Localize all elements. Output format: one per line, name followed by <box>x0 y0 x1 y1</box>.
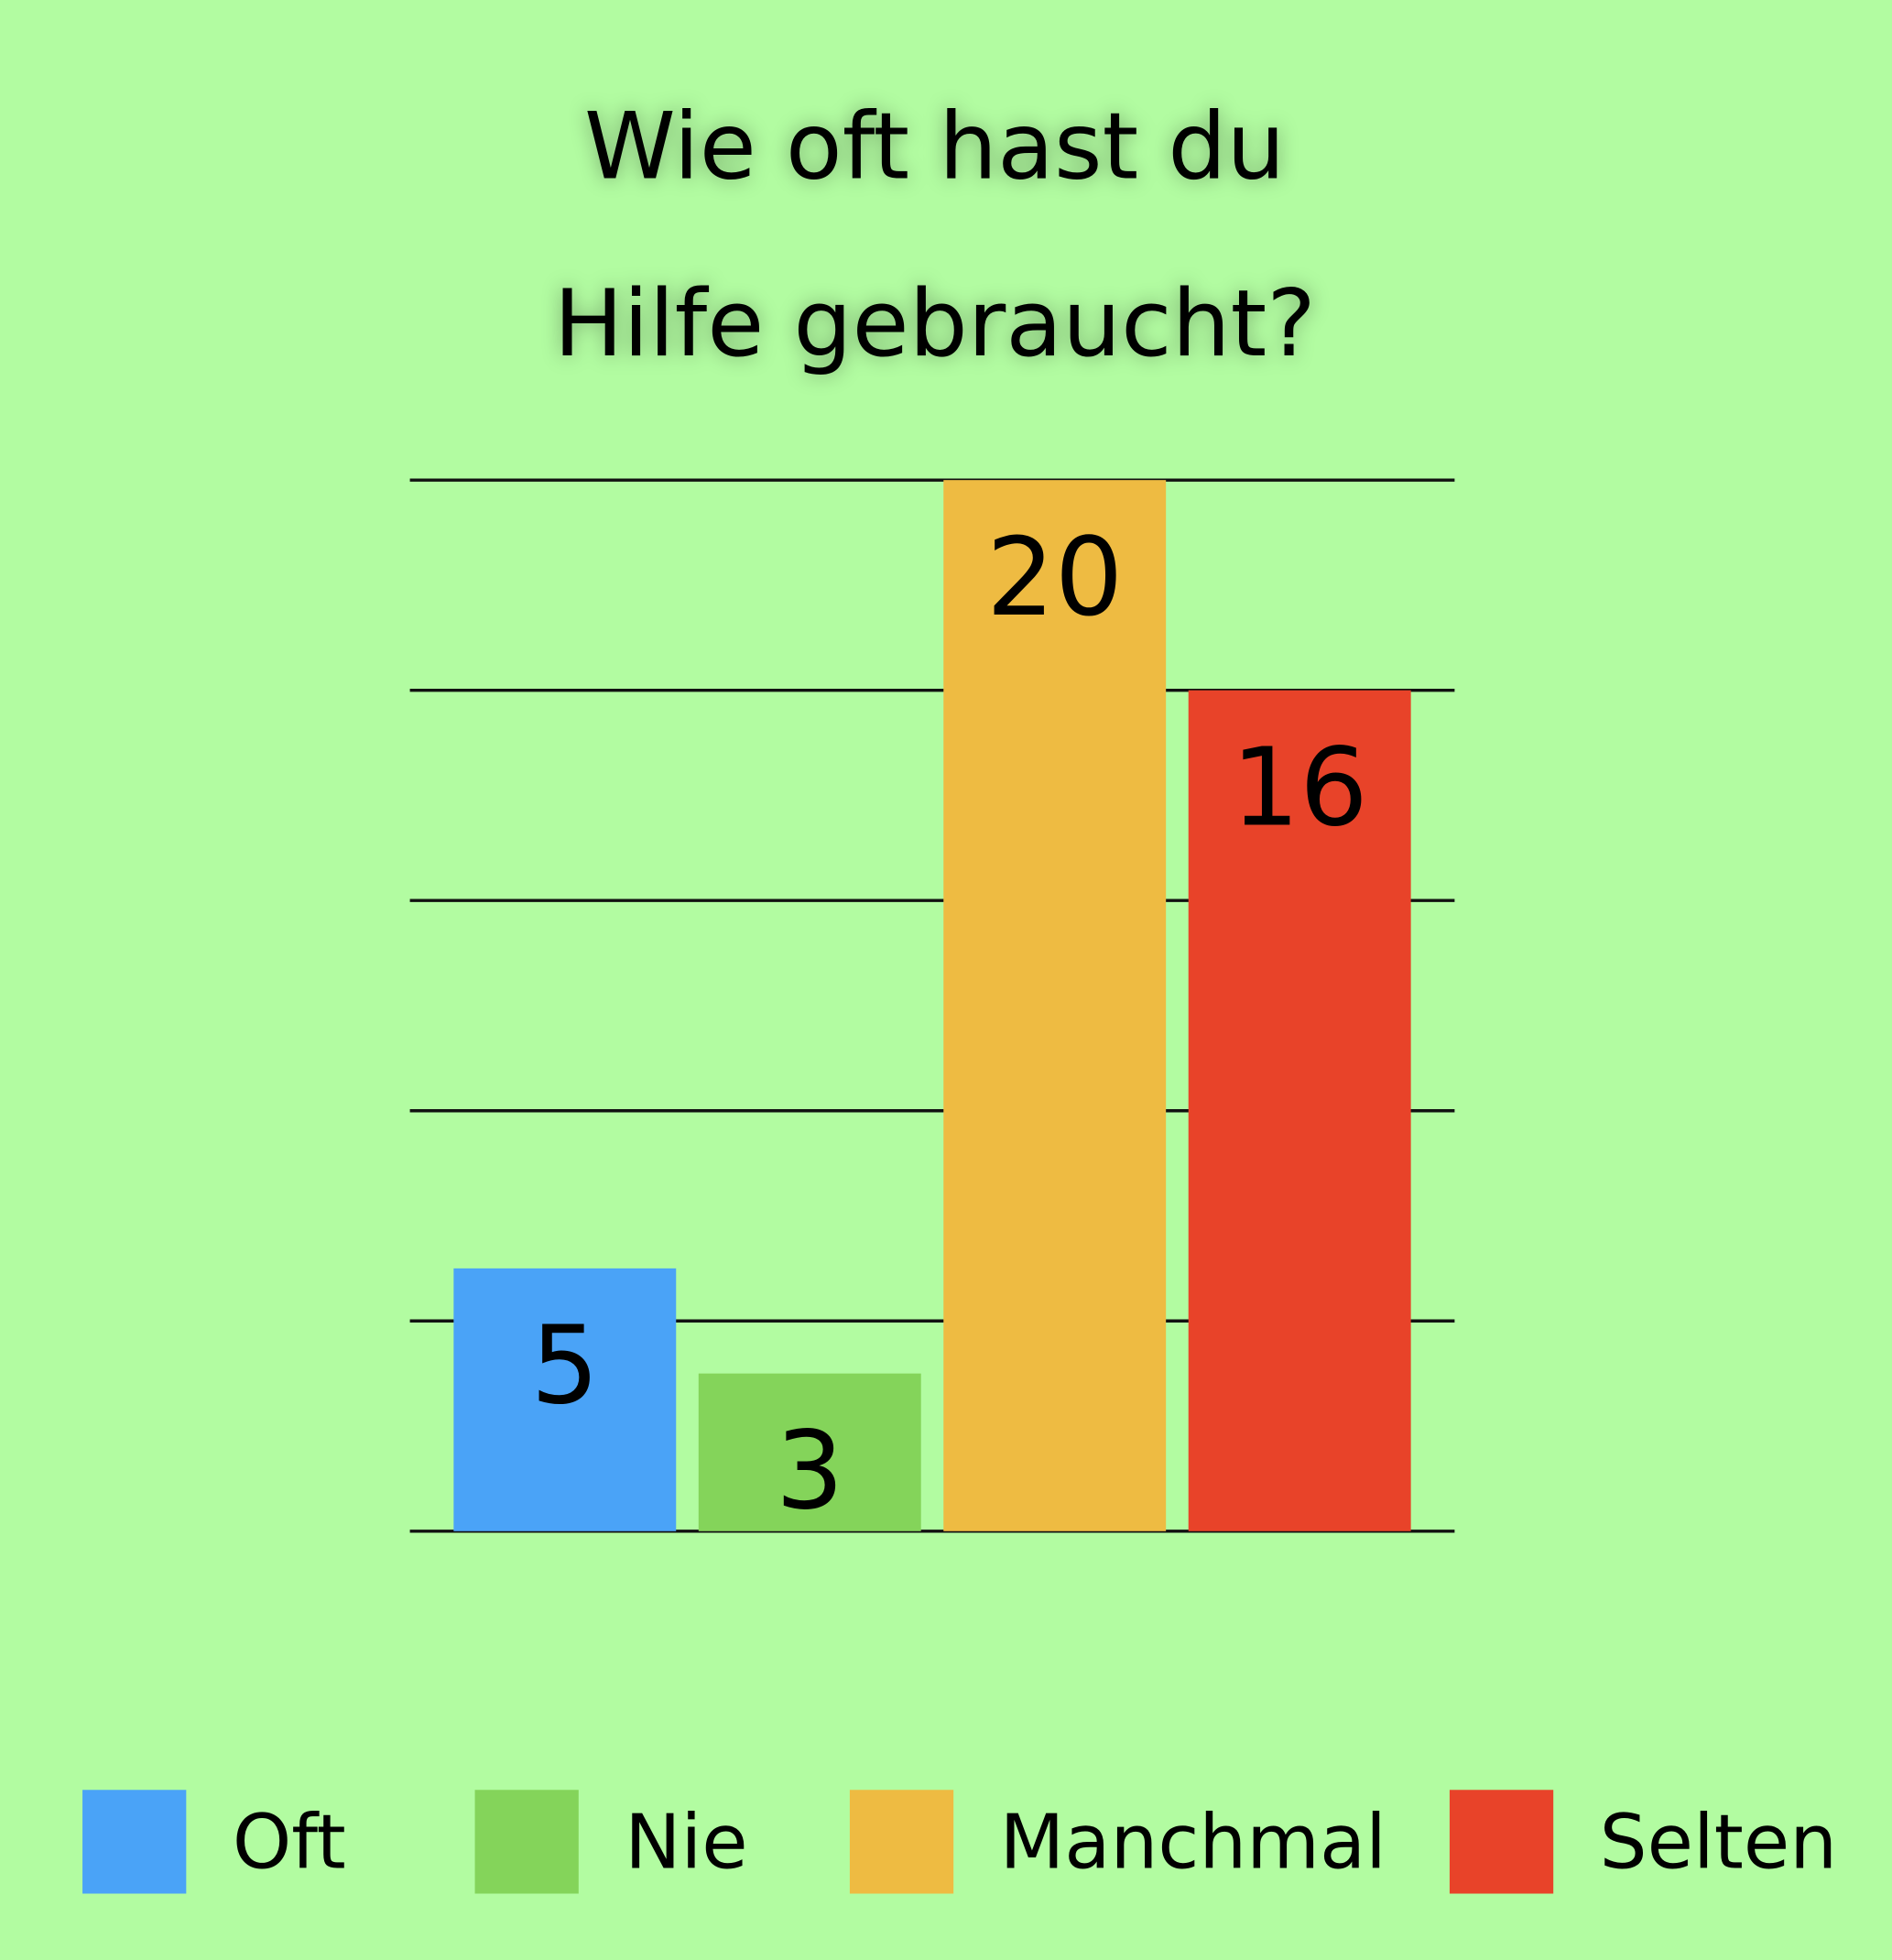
chart-title: Wie oft hast du <box>584 92 1285 200</box>
value-label: 20 <box>986 515 1123 640</box>
bar <box>453 1268 677 1531</box>
legend-swatch <box>82 1790 187 1894</box>
value-label: 3 <box>776 1408 844 1533</box>
legend-swatch <box>474 1790 579 1894</box>
value-label: 5 <box>530 1303 599 1429</box>
bar <box>1188 690 1411 1531</box>
bar <box>698 1373 921 1531</box>
legend-label: Selten <box>1600 1799 1837 1886</box>
legend-swatch <box>849 1790 954 1894</box>
legend-swatch <box>1449 1790 1554 1894</box>
bar <box>943 480 1167 1531</box>
value-label: 16 <box>1232 725 1368 851</box>
legend-label: Oft <box>233 1799 346 1886</box>
legend-label: Manchmal <box>1000 1799 1386 1886</box>
chart-title: Hilfe gebraucht? <box>554 269 1316 377</box>
legend-label: Nie <box>625 1799 747 1886</box>
